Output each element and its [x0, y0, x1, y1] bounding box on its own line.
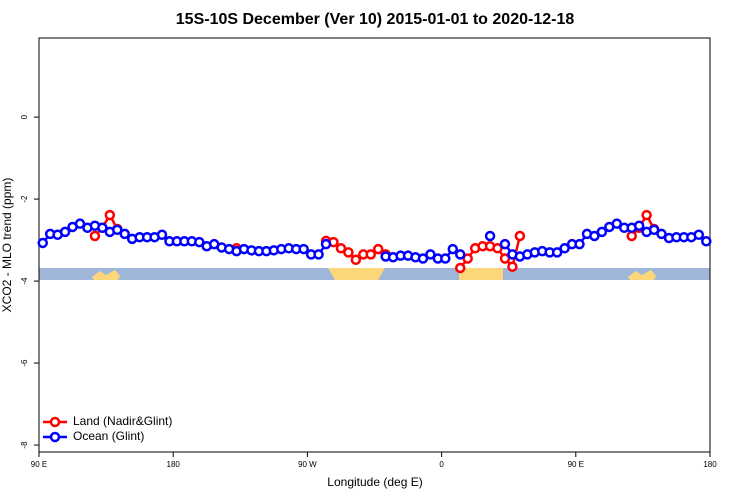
- point: [156, 229, 168, 241]
- point: [447, 243, 459, 255]
- point: [499, 253, 511, 264]
- x-tick-label: 90 W: [298, 460, 317, 469]
- point: [551, 247, 563, 258]
- y-tick-label: 0: [20, 114, 29, 119]
- point: [559, 243, 570, 254]
- point: [417, 253, 429, 264]
- legend-marker: [49, 431, 61, 443]
- point: [37, 237, 48, 249]
- land-block: [628, 270, 656, 280]
- point: [320, 238, 332, 250]
- point: [499, 238, 511, 250]
- legend-label: Ocean (Glint): [73, 429, 144, 443]
- land-block: [459, 268, 503, 280]
- point: [343, 247, 354, 258]
- point: [633, 220, 645, 231]
- point: [701, 236, 712, 247]
- point: [313, 249, 324, 260]
- land-strip: [39, 268, 710, 280]
- point: [514, 230, 526, 242]
- chart-title: 15S-10S December (Ver 10) 2015-01-01 to …: [176, 11, 575, 28]
- point: [492, 243, 503, 254]
- point: [97, 222, 108, 234]
- y-tick-label: -8: [20, 441, 29, 449]
- point: [365, 249, 377, 260]
- legend-marker: [49, 416, 61, 428]
- y-tick-label: -2: [20, 195, 29, 203]
- point: [425, 249, 436, 260]
- x-tick-label: 180: [167, 460, 181, 469]
- y-tick-label: -4: [20, 277, 29, 285]
- point: [648, 224, 660, 236]
- point: [484, 230, 496, 242]
- point: [104, 209, 116, 221]
- point: [112, 224, 123, 236]
- point: [641, 209, 652, 221]
- point: [89, 230, 101, 242]
- x-axis-label: Longitude (deg E): [327, 475, 422, 489]
- point: [119, 228, 130, 240]
- legend-label: Land (Nadir&Glint): [73, 414, 172, 428]
- point: [574, 238, 585, 250]
- point: [611, 218, 623, 229]
- point: [440, 253, 451, 264]
- x-tick-label: 90 E: [31, 460, 47, 469]
- x-tick-label: 180: [703, 460, 717, 469]
- point: [596, 226, 608, 238]
- x-tick-label: 0: [439, 460, 444, 469]
- point: [693, 229, 705, 241]
- point: [194, 236, 205, 248]
- point: [626, 230, 637, 242]
- plot-frame: [38, 37, 711, 453]
- point: [372, 243, 384, 255]
- point: [454, 262, 466, 274]
- point: [656, 228, 667, 240]
- point: [74, 218, 86, 229]
- series-line: [93, 212, 119, 237]
- point: [507, 261, 518, 272]
- point: [350, 254, 362, 266]
- point: [59, 226, 71, 238]
- y-axis-label: XCO2 - MLO trend (ppm): [0, 178, 14, 313]
- land-block: [92, 270, 120, 280]
- point: [335, 243, 347, 254]
- x-tick-label: 90 E: [568, 460, 584, 469]
- y-tick-label: -6: [20, 359, 29, 367]
- point: [298, 243, 309, 255]
- land-block: [328, 268, 385, 280]
- point: [462, 253, 473, 264]
- point: [589, 230, 600, 242]
- series-line: [630, 212, 656, 237]
- point: [454, 249, 466, 260]
